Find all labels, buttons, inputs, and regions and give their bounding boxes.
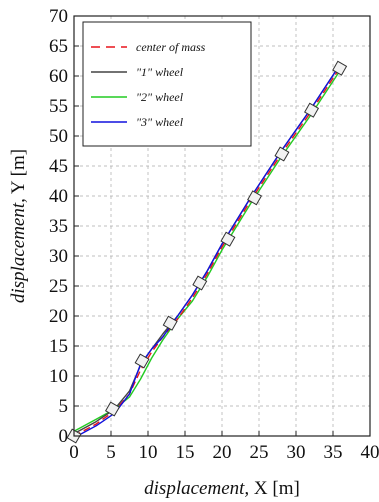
series-line-0 [73,66,341,437]
legend-box [82,21,252,147]
wheel-marker [192,275,208,291]
x-tick-label: 15 [176,442,195,463]
x-tick-label: 30 [287,442,306,463]
x-tick-label: 20 [213,442,232,463]
x-tick-label: 10 [139,442,158,463]
x-axis-label: displacement, X [m] [144,478,300,499]
x-tick-label: 40 [361,442,379,463]
legend: center of mass "1" wheel "2" wheel "3" whee… [82,21,252,147]
y-tick-label: 0 [59,426,69,447]
y-tick-label: 60 [49,66,68,87]
legend-label-0: center of mass [136,40,206,54]
x-tick-label: 25 [250,442,269,463]
y-tick-label: 15 [49,336,68,357]
series-layer [73,63,341,439]
wheel-marker [134,353,150,369]
y-tick-label: 5 [59,396,69,417]
y-tick-label: 70 [49,6,68,27]
legend-label-3: "3" wheel [136,115,184,129]
y-tick-label: 35 [49,216,68,237]
wheel-marker [247,190,263,206]
grid [73,15,371,437]
y-tick-label: 20 [49,306,68,327]
y-tick-label: 30 [49,246,68,267]
y-tick-label: 50 [49,126,68,147]
wheel-marker [304,102,320,118]
legend-label-1: "1" wheel [136,65,184,79]
ticks: 0 5 10 15 20 25 30 35 40 0 5 10 15 20 25 30 35 40 45 50 55 60… [49,6,379,463]
x-tick-label: 5 [106,442,116,463]
wheel-marker [332,60,348,76]
wheel-marker [104,401,120,417]
wheel-marker [274,146,290,162]
y-axis-label: displacement, Y [m] [8,149,29,303]
y-tick-label: 25 [49,276,68,297]
y-tick-label: 65 [49,36,68,57]
marker-layer [66,60,348,444]
y-tick-label: 55 [49,96,68,117]
wheel-marker [220,231,236,247]
wheel-marker [162,315,178,331]
legend-label-2: "2" wheel [136,90,184,104]
x-tick-label: 0 [69,442,79,463]
y-tick-label: 45 [49,156,68,177]
y-tick-label: 40 [49,186,68,207]
x-tick-label: 35 [324,442,343,463]
y-tick-label: 10 [49,366,68,387]
